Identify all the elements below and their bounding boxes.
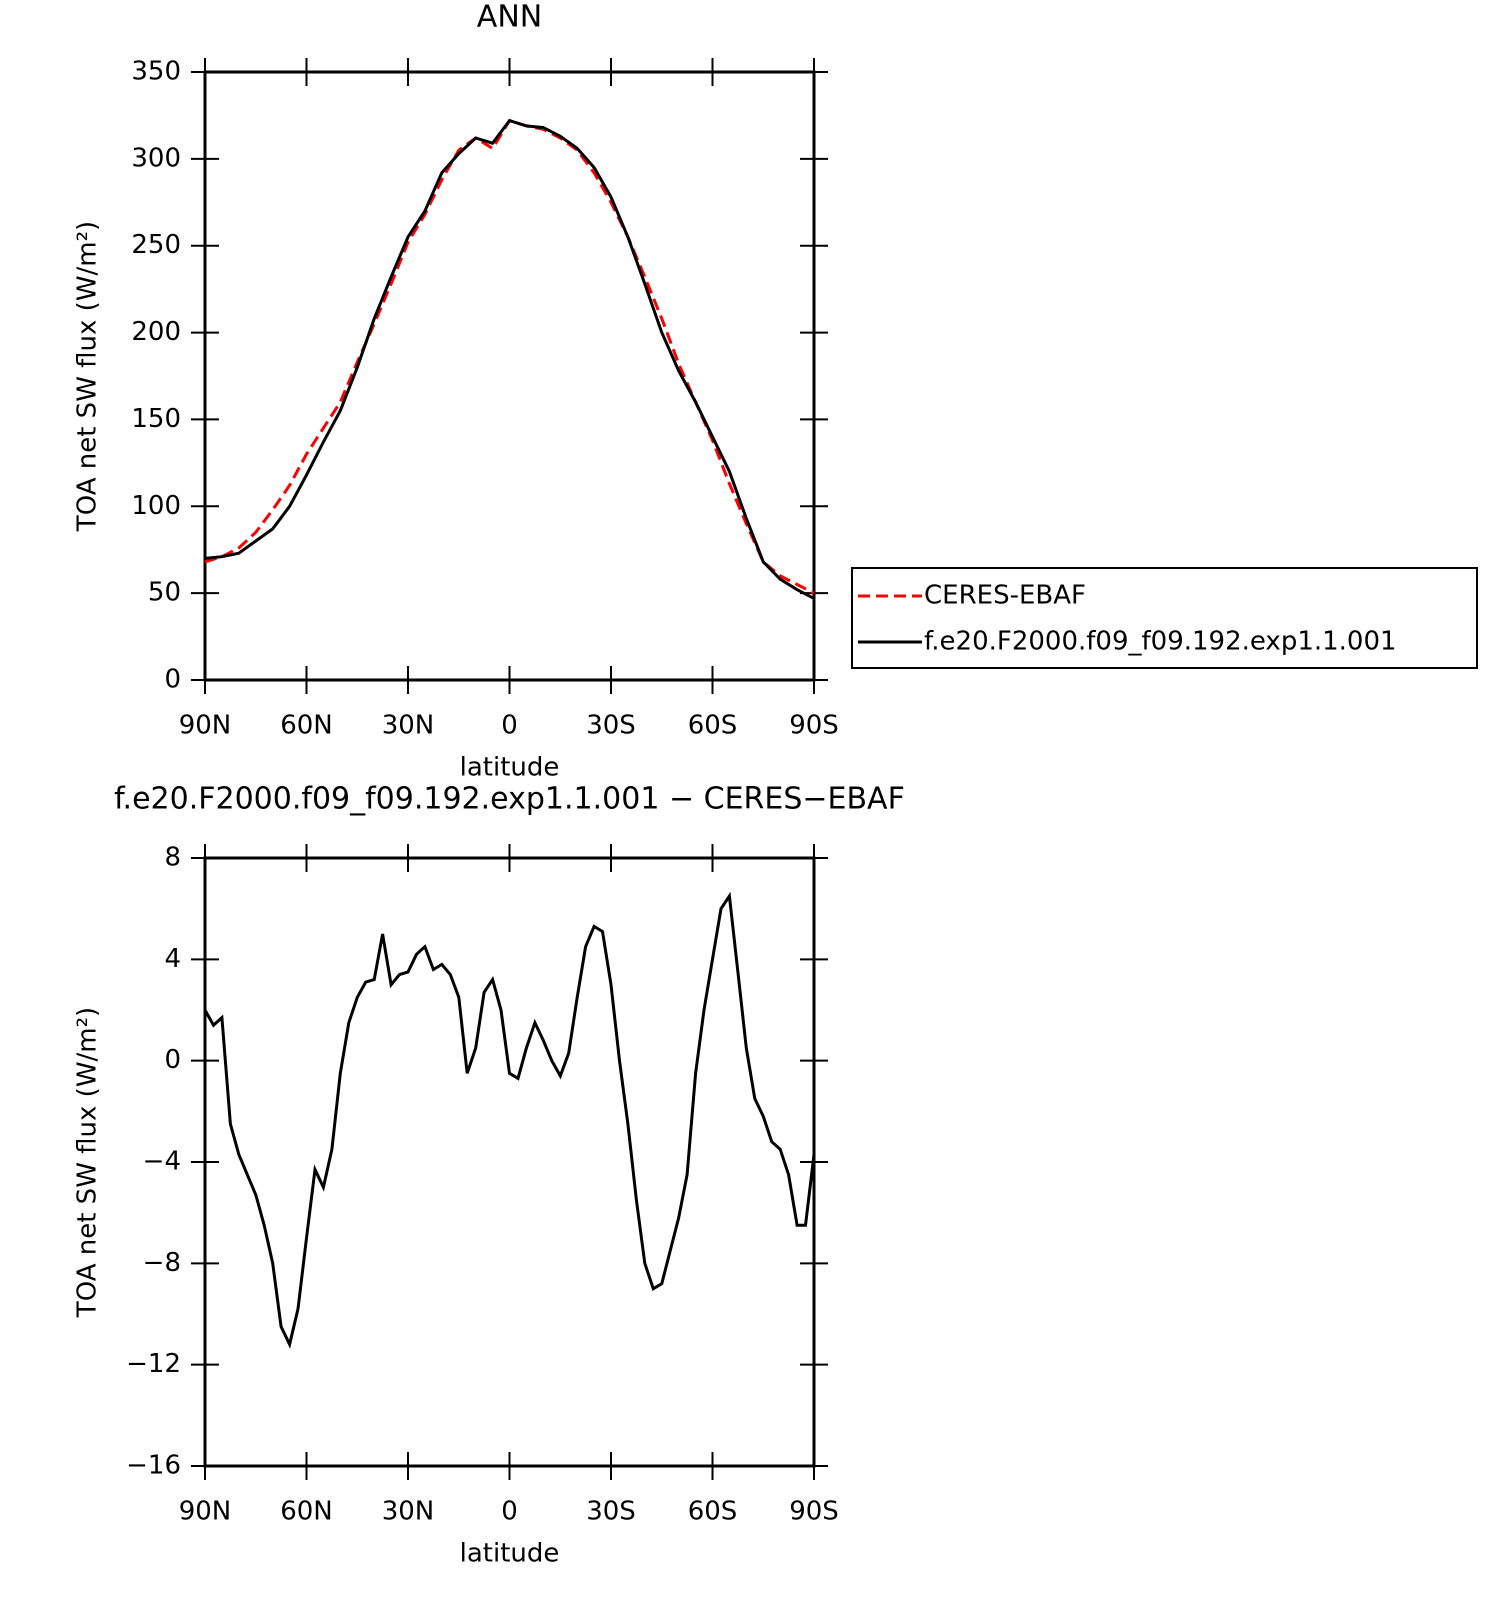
x-tick-label: 90N — [179, 1497, 232, 1527]
x-tick-label: 60S — [688, 711, 738, 741]
x-tick-label: 90S — [789, 711, 839, 741]
y-tick-label: 100 — [131, 491, 181, 521]
plot-frame — [203, 70, 816, 682]
x-tick-label: 60N — [280, 711, 333, 741]
legend-label: f.e20.F2000.f09_f09.192.exp1.1.001 — [924, 627, 1397, 657]
y-tick-label: −12 — [126, 1349, 181, 1379]
y-tick-label: −8 — [143, 1248, 181, 1278]
chart-title: ANN — [477, 0, 542, 35]
x-tick-label: 0 — [501, 1497, 518, 1527]
y-tick-label: 50 — [148, 578, 181, 608]
y-tick-label: 8 — [164, 843, 181, 873]
legend-label: CERES-EBAF — [924, 581, 1086, 611]
x-axis-label: latitude — [460, 1539, 560, 1569]
x-tick-label: 0 — [501, 711, 518, 741]
x-tick-label: 30N — [382, 711, 435, 741]
plot-frame — [203, 856, 816, 1468]
y-tick-label: 0 — [164, 665, 181, 695]
x-tick-label: 30S — [586, 1497, 636, 1527]
y-tick-label: 150 — [131, 404, 181, 434]
x-tick-label: 60S — [688, 1497, 738, 1527]
data-line — [204, 118, 815, 595]
y-tick-label: 300 — [131, 143, 181, 173]
y-axis-label: TOA net SW flux (W/m²) — [73, 1007, 103, 1318]
x-tick-label: 30N — [382, 1497, 435, 1527]
y-tick-label: −4 — [143, 1147, 181, 1177]
x-tick-label: 90S — [789, 1497, 839, 1527]
x-tick-label: 30S — [586, 711, 636, 741]
data-line — [203, 891, 816, 1349]
x-axis-label: latitude — [460, 753, 560, 783]
data-line — [204, 118, 815, 600]
y-axis-label: TOA net SW flux (W/m²) — [73, 221, 103, 532]
legend-box — [851, 567, 1478, 669]
y-tick-label: 0 — [164, 1045, 181, 1075]
y-tick-label: 4 — [164, 944, 181, 974]
y-tick-label: 350 — [131, 57, 181, 87]
y-tick-label: 250 — [131, 230, 181, 260]
chart-title: f.e20.F2000.f09_f09.192.exp1.1.001 − CER… — [114, 782, 905, 817]
y-tick-label: 200 — [131, 317, 181, 347]
x-tick-label: 90N — [179, 711, 232, 741]
y-tick-label: −16 — [126, 1451, 181, 1481]
x-tick-label: 60N — [280, 1497, 333, 1527]
